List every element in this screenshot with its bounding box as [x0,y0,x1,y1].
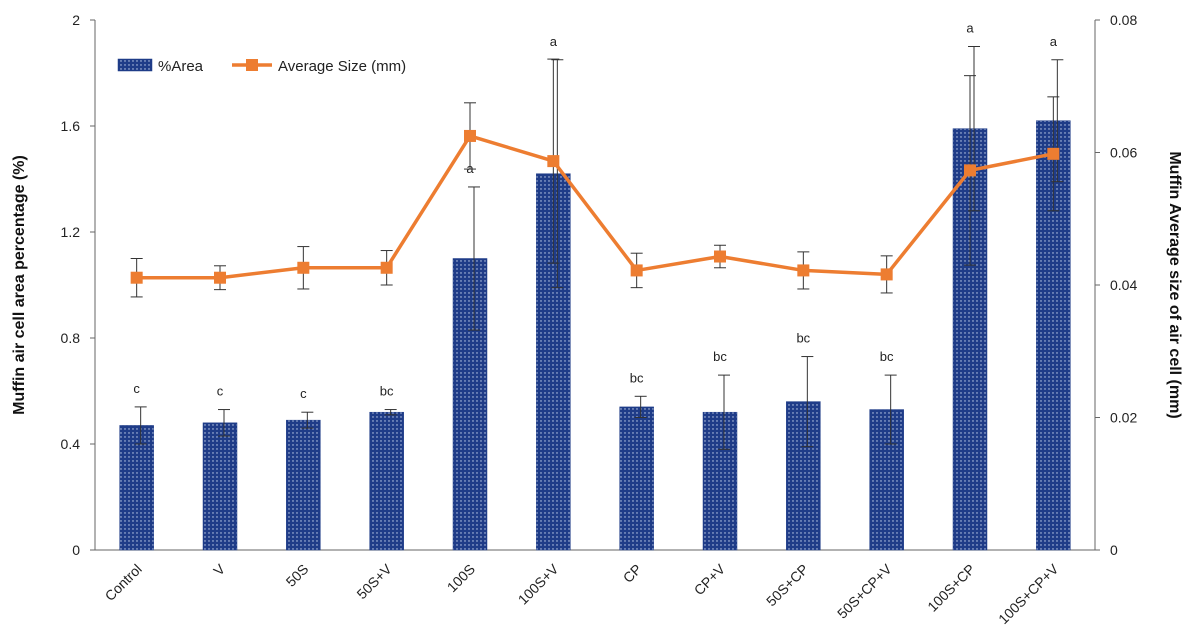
line-point [547,155,560,168]
right-tick-label: 0 [1110,542,1118,558]
left-tick-label: 2 [72,12,80,28]
line-point [214,271,226,284]
bar [869,409,904,551]
left-tick-label: 0 [72,542,80,558]
left-tick-label: 0.4 [61,436,81,452]
right-tick-label: 0.02 [1110,410,1137,426]
bar [619,406,654,551]
line-point [797,264,810,277]
category-label: V [210,560,228,578]
legend-bar-swatch [117,58,153,72]
line-point [130,271,143,284]
bar [786,401,821,551]
significance-label: bc [713,349,727,364]
significance-label: a [1050,34,1058,49]
category-label: 100S [444,561,478,595]
bar [702,411,738,551]
category-label: 50S+CP+V [834,560,895,621]
category-label: Control [102,561,145,604]
bar [286,419,321,551]
right-tick-label: 0.06 [1110,145,1137,161]
line-point [297,261,310,274]
line-point [1047,147,1060,160]
line-point [380,261,393,274]
line-point [714,250,726,263]
significance-label: c [133,381,140,396]
line-point [630,264,643,277]
line-point [964,164,976,177]
significance-label: a [550,34,558,49]
significance-label: bc [796,331,810,346]
significance-label: bc [880,349,894,364]
significance-label: bc [630,370,644,385]
significance-label: c [300,386,307,401]
category-label: 50S+CP [763,561,811,609]
category-label: 50S [283,561,312,590]
left-tick-label: 1.6 [61,118,81,134]
average-size-line [136,134,1054,280]
line-point [880,268,893,281]
y2-axis-title: Muffin Average size of air cell (mm) [1166,151,1183,418]
line-point [464,129,476,142]
significance-label: c [217,384,224,399]
bar [119,425,154,551]
legend-line-marker [246,59,258,71]
category-label: 100S+V [515,560,562,607]
category-label: 100S+CP [924,561,978,615]
y-axis-title: Muffin air cell area percentage (%) [11,155,28,415]
significance-label: bc [380,384,394,399]
right-tick-label: 0.04 [1110,277,1137,293]
category-label: CP+V [691,560,729,598]
legend-label-area: %Area [158,58,204,75]
bar [452,258,488,551]
category-label: 50S+V [353,560,395,602]
legend-label-size: Average Size (mm) [278,58,406,75]
bar [202,422,238,551]
left-tick-label: 1.2 [61,224,81,240]
category-label: 100S+CP+V [995,560,1062,627]
bar [369,411,404,551]
left-tick-label: 0.8 [61,330,81,346]
significance-label: a [966,21,974,36]
right-tick-label: 0.08 [1110,12,1137,28]
category-label: CP [620,561,645,586]
